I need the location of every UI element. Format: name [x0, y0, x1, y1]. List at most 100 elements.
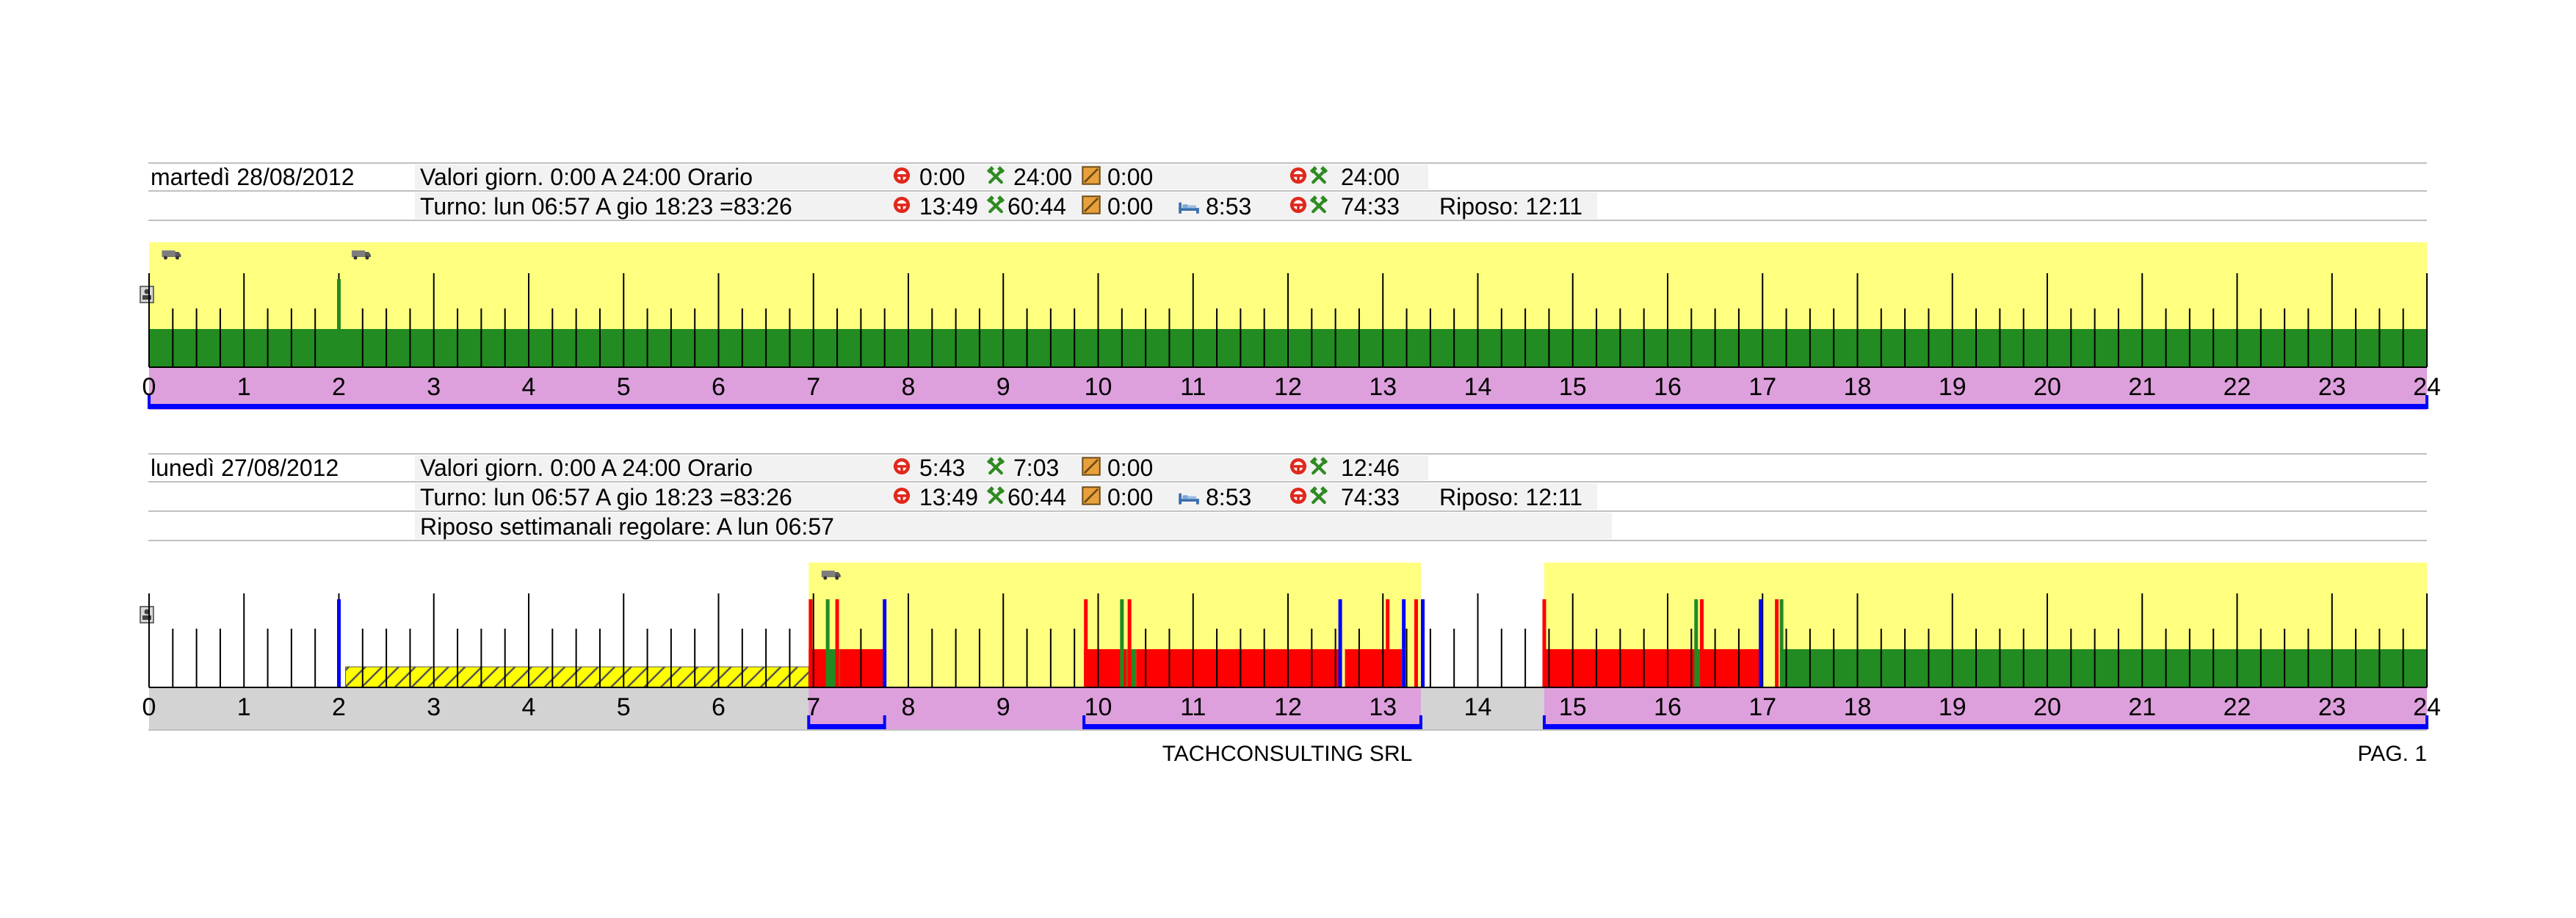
amplitude-span — [149, 404, 2427, 409]
hour-label: 18 — [1844, 373, 1872, 401]
hour-label: 15 — [1559, 373, 1587, 401]
hour-label: 20 — [2033, 693, 2061, 721]
steering-wheel-icon — [893, 487, 911, 505]
work-marker — [337, 279, 341, 367]
shift-label: Turno: lun 06:57 A gio 18:23 =83:26 — [420, 484, 792, 510]
hour-label: 23 — [2318, 373, 2346, 401]
amplitude-span-cap — [148, 395, 151, 409]
hour-label: 4 — [522, 373, 536, 401]
work-bar — [1781, 649, 2427, 687]
amplitude-marker — [1421, 599, 1425, 687]
driving-marker — [1542, 599, 1546, 687]
hour-label: 7 — [806, 693, 820, 721]
availability-box-icon — [1082, 166, 1101, 185]
availability-box-icon — [1082, 486, 1101, 505]
hour-label: 6 — [712, 373, 726, 401]
steering-wheel-icon — [893, 458, 911, 475]
hour-label: 19 — [1939, 373, 1967, 401]
hour-label: 15 — [1559, 693, 1587, 721]
total-value: 74:33 — [1341, 484, 1400, 510]
driving-marker — [1386, 599, 1390, 687]
card-slot-icon — [140, 286, 154, 303]
rest-value: 8:53 — [1206, 193, 1251, 220]
hour-label: 1 — [237, 693, 251, 721]
steering-wheel-icon — [1289, 458, 1307, 475]
driving-value: 5:43 — [919, 455, 965, 481]
hour-label: 10 — [1085, 693, 1112, 721]
availability-hatch-bar — [345, 666, 809, 688]
day-date: lunedì 27/08/2012 — [151, 455, 339, 481]
timeline-chart: 0 1 2 3 4 5 6 7 8 9 10 11 12 13 14 15 16 17 18 19 20 21 22 23 24 — [140, 242, 2441, 410]
hour-label: 17 — [1748, 693, 1776, 721]
amplitude-marker — [883, 599, 887, 687]
shift-label: Turno: lun 06:57 A gio 18:23 =83:26 — [420, 193, 792, 220]
hours-bar-card-segment — [808, 687, 1421, 730]
amplitude-span — [1084, 724, 1421, 729]
hour-label: 12 — [1274, 693, 1302, 721]
availability-box-icon — [1082, 457, 1101, 476]
timeline-chart: 0 1 2 3 4 5 6 7 8 9 10 11 12 13 14 15 16 17 18 19 20 21 22 23 24 — [140, 563, 2441, 730]
hour-label: 8 — [902, 373, 916, 401]
hour-label: 4 — [522, 693, 536, 721]
day-date: martedì 28/08/2012 — [151, 164, 355, 190]
driving-value: 13:49 — [919, 484, 978, 510]
hour-label: 21 — [2128, 693, 2156, 721]
rest-summary: Riposo: 12:11 — [1439, 193, 1582, 220]
hour-label: 9 — [996, 693, 1010, 721]
driving-marker — [1414, 599, 1418, 687]
hour-label: 18 — [1844, 693, 1872, 721]
footer-company: TACHCONSULTING SRL — [1162, 742, 1413, 766]
steering-wheel-icon — [1289, 196, 1307, 214]
driving-marker — [1127, 599, 1132, 687]
amplitude-span-cap — [2425, 715, 2428, 729]
hour-label: 12 — [1274, 373, 1302, 401]
info-table: martedì 28/08/2012 Valori giorn. 0:00 A … — [148, 162, 2427, 221]
work-marker — [825, 599, 830, 687]
hour-label: 10 — [1085, 373, 1112, 401]
rest-summary: Riposo: 12:11 — [1439, 484, 1582, 510]
daily-values-label: Valori giorn. 0:00 A 24:00 Orario — [420, 455, 753, 481]
work-value: 7:03 — [1013, 455, 1059, 481]
amplitude-span — [1544, 724, 2427, 729]
driving-bar — [839, 649, 885, 687]
work-marker — [1694, 599, 1698, 687]
driving-bar — [1345, 649, 1403, 687]
steering-wheel-icon — [893, 167, 911, 184]
hour-label: 19 — [1939, 693, 1967, 721]
footer: TACHCONSULTING SRL PAG. 1 — [148, 729, 2427, 766]
driving-marker — [835, 599, 839, 687]
driving-bar — [1136, 649, 1341, 687]
hour-label: 16 — [1654, 693, 1682, 721]
amplitude-span-cap — [1542, 715, 1546, 729]
work-marker — [1120, 599, 1124, 687]
hours-bar-card-segment — [1544, 687, 2427, 730]
card-slot-icon — [140, 606, 154, 624]
hour-label: 3 — [427, 693, 441, 721]
work-value: 60:44 — [1007, 484, 1066, 510]
driving-value: 0:00 — [919, 164, 965, 190]
driving-marker — [808, 599, 813, 687]
hour-label: 16 — [1654, 373, 1682, 401]
amplitude-marker — [1338, 599, 1342, 687]
amplitude-span-cap — [2425, 395, 2428, 409]
amplitude-span-cap — [1419, 715, 1422, 729]
hour-label: 3 — [427, 373, 441, 401]
amplitude-marker — [1402, 599, 1406, 687]
work-bar — [1696, 649, 1703, 687]
total-value: 74:33 — [1341, 193, 1400, 220]
hour-label: 2 — [332, 693, 346, 721]
amplitude-marker — [337, 599, 341, 687]
steering-wheel-icon — [1289, 167, 1307, 184]
work-value: 60:44 — [1007, 193, 1066, 220]
daily-values-label: Valori giorn. 0:00 A 24:00 Orario — [420, 164, 753, 190]
hour-label: 8 — [902, 693, 916, 721]
hour-label: 11 — [1180, 373, 1206, 401]
availability-value: 0:00 — [1107, 164, 1153, 190]
availability-value: 0:00 — [1107, 484, 1153, 510]
driving-bar — [1702, 649, 1763, 687]
work-value: 24:00 — [1013, 164, 1072, 190]
steering-wheel-icon — [1289, 487, 1307, 505]
hour-label: 13 — [1369, 373, 1397, 401]
hour-label: 23 — [2318, 693, 2346, 721]
